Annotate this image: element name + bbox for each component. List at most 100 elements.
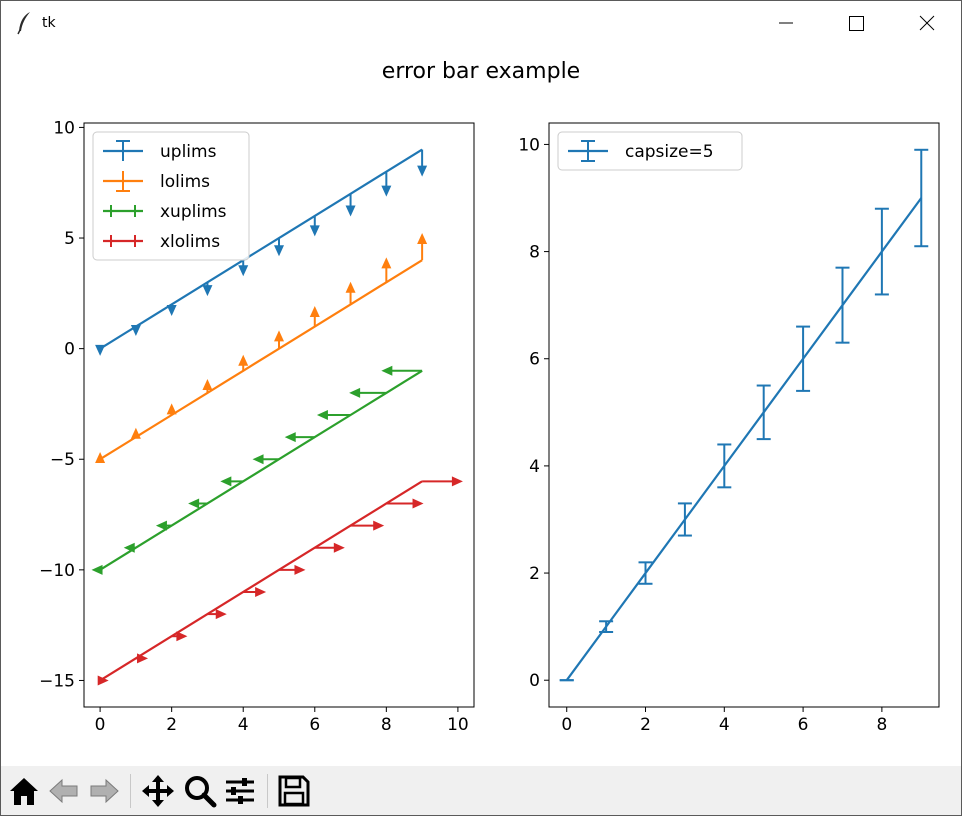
xlower-limit-marker [451,476,463,487]
xlower-limit-marker [97,675,109,686]
xupper-limit-marker [381,365,393,376]
x-tick-label: 2 [166,715,177,735]
xupper-limit-marker [252,454,264,465]
series-capsize-5 [559,148,929,682]
lower-limit-marker [238,354,249,366]
navigation-toolbar [1,766,961,815]
x-tick-label: 4 [719,715,730,735]
xupper-limit-marker [220,476,232,487]
window-title: tk [42,15,56,31]
upper-limit-marker [202,285,213,297]
y-tick-label: 10 [518,135,540,155]
lower-limit-marker [381,257,392,269]
configure-subplots-button[interactable] [223,774,257,808]
series-uplims [95,148,428,356]
lower-limit-marker [417,233,428,245]
y-tick-label: 10 [53,118,75,138]
x-tick-label: 0 [95,715,106,735]
xupper-limit-marker [316,410,328,420]
xlower-limit-marker [176,631,188,642]
xupper-limit-marker [91,564,103,575]
xlower-limit-marker [333,542,345,553]
zoom-button[interactable] [183,774,217,808]
pan-button[interactable] [141,774,175,808]
x-tick-label: 10 [447,715,469,735]
legend-label: xuplims [160,202,227,222]
close-icon [919,15,935,31]
y-tick-label: 0 [64,340,75,360]
minimize-icon [779,22,793,24]
xlower-limit-marker [373,520,385,531]
upper-limit-marker [381,185,392,197]
xlower-limit-marker [215,609,227,620]
y-tick-label: 6 [529,350,540,370]
maximize-icon [849,16,864,31]
series-xlolims [97,476,463,686]
title-bar: tk [1,1,961,45]
save-icon [278,775,310,807]
series-line [99,259,423,461]
left-plot: 0 2 4 6 8 10 10 5 0 −5 −10 −15 uplims lolims xuplims xl… [39,118,475,735]
upper-limit-marker [309,225,320,237]
upper-limit-marker [417,165,428,177]
series-line [99,369,423,571]
feather-icon [17,12,30,35]
xupper-limit-marker [155,520,167,531]
y-tick-label: 4 [529,457,540,477]
lower-limit-marker [345,281,356,293]
xupper-limit-marker [188,498,200,509]
lower-limit-marker [309,306,320,318]
xupper-limit-marker [123,542,135,553]
y-tick-label: 5 [64,229,75,249]
xupper-limit-marker [284,432,296,443]
x-tick-label: 4 [238,715,249,735]
x-tick-label: 6 [798,715,809,735]
x-tick-label: 8 [876,715,887,735]
y-tick-label: 8 [529,243,540,263]
home-icon [10,778,38,805]
legend-box [92,131,250,261]
home-button[interactable] [7,774,41,808]
xlower-limit-marker [294,564,306,575]
xlower-limit-marker [137,653,149,664]
axes-frame [548,122,940,708]
forward-button[interactable] [87,774,121,808]
toolbar-separator [267,774,268,808]
series-xuplims [91,365,423,575]
back-icon [49,778,78,804]
x-tick-label: 2 [640,715,651,735]
upper-limit-marker [238,265,249,277]
upper-limit-marker [274,245,284,257]
forward-icon [90,778,119,804]
right-plot: 0 2 4 6 8 10 8 6 4 2 0 capsize=5 [518,122,940,735]
figure-title: error bar example [382,59,580,84]
minimize-button[interactable] [751,1,821,45]
lower-limit-marker [202,379,213,391]
legend-box [557,131,743,171]
legend-label: uplims [160,142,217,162]
y-tick-label: −15 [39,671,75,691]
x-tick-label: 6 [309,715,320,735]
pan-icon [142,775,174,807]
save-button[interactable] [277,774,311,808]
series-line [99,480,423,682]
toolbar-separator [130,774,131,808]
lower-limit-marker [130,427,141,439]
legend-label: xlolims [160,232,220,252]
back-button[interactable] [47,774,81,808]
series-line [565,197,923,681]
maximize-button[interactable] [821,1,891,45]
legend: capsize=5 [557,131,743,171]
x-tick-label: 8 [381,715,392,735]
x-tick-label: 0 [561,715,572,735]
y-tick-label: 2 [529,564,540,584]
close-button[interactable] [891,1,961,45]
zoom-icon [185,776,217,808]
y-tick-label: −10 [39,561,75,581]
legend-label: capsize=5 [625,142,714,162]
lower-limit-marker [166,403,177,415]
series-lolims [95,233,428,464]
upper-limit-marker [166,305,177,317]
y-tick-label: 0 [529,671,540,691]
